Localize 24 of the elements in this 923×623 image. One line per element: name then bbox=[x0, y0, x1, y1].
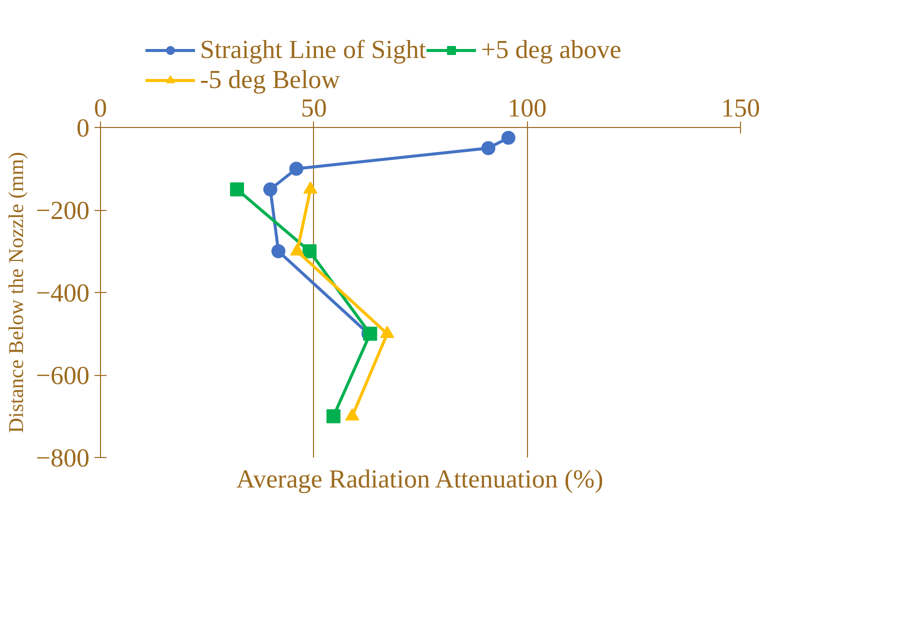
legend-label: +5 deg above bbox=[481, 35, 622, 65]
y-tick-label: −600 bbox=[36, 361, 90, 390]
point bbox=[302, 244, 317, 258]
legend-label: Straight Line of Sight bbox=[200, 35, 426, 65]
y-tick-label: 0 bbox=[76, 114, 90, 142]
y-tick-label: −200 bbox=[36, 196, 90, 225]
x-tick-label: 50 bbox=[300, 94, 327, 122]
point bbox=[230, 182, 244, 196]
point bbox=[380, 326, 394, 338]
point bbox=[345, 408, 360, 421]
point bbox=[326, 409, 340, 424]
y-tick-label: −800 bbox=[36, 444, 90, 472]
y-axis-title: Distance Below the Nozzle (mm) bbox=[4, 152, 28, 434]
point bbox=[481, 141, 496, 156]
x-axis-title: Average Radiation Attenuation (%) bbox=[236, 464, 604, 494]
point bbox=[289, 162, 304, 176]
x-tick-label: 150 bbox=[721, 94, 760, 122]
point bbox=[290, 243, 304, 256]
point bbox=[271, 244, 286, 258]
y-tick-label: −400 bbox=[36, 278, 90, 308]
point bbox=[263, 182, 278, 196]
legend-label: -5 deg Below bbox=[200, 65, 340, 95]
x-tick-label: 100 bbox=[508, 94, 547, 122]
point bbox=[501, 130, 516, 145]
